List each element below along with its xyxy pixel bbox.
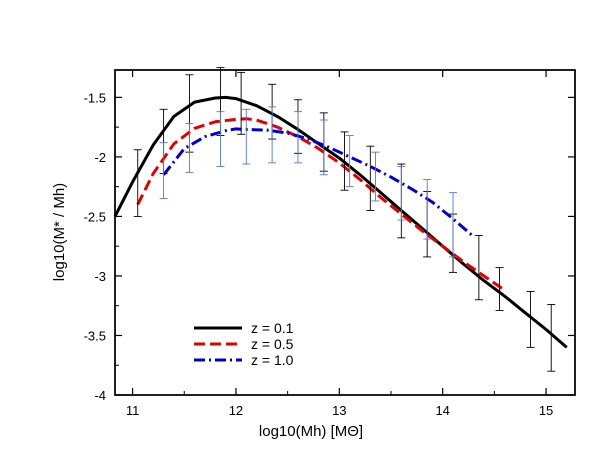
- legend-label-z05: z = 0.5: [251, 336, 294, 352]
- y-tick-label: -4: [94, 388, 106, 403]
- legend: z = 0.1 z = 0.5 z = 1.0: [194, 320, 294, 368]
- tick-layer: 11 12 13 14 15 -4 -3.5 -3 -2.5 -2 -1.5: [84, 70, 575, 418]
- series-line-0: [113, 95, 568, 349]
- error-bar: [495, 267, 504, 311]
- y-tick-label: -2: [94, 150, 106, 165]
- error-bar: [242, 108, 251, 165]
- x-tick-label: 14: [435, 403, 449, 418]
- y-tick-label: -2.5: [84, 209, 106, 224]
- error-bar: [526, 290, 535, 348]
- x-axis-label: log10(Mh) [MΘ]: [259, 423, 363, 440]
- error-bar: [216, 111, 225, 167]
- y-tick-label: -3.5: [84, 328, 106, 343]
- series-line-1: [136, 117, 506, 292]
- error-bar: [474, 235, 483, 301]
- series-line-2: [162, 127, 475, 238]
- error-bar: [345, 135, 354, 188]
- x-tick-label: 12: [229, 403, 243, 418]
- x-tick-label: 11: [126, 403, 140, 418]
- error-bar: [133, 149, 142, 217]
- x-tick-label: 13: [332, 403, 346, 418]
- error-bar: [371, 151, 380, 202]
- error-bar: [237, 71, 246, 135]
- error-bar: [185, 123, 194, 173]
- x-tick-label: 15: [539, 403, 553, 418]
- error-bar: [397, 165, 406, 221]
- series-layer: [113, 95, 568, 349]
- legend-label-z01: z = 0.1: [251, 320, 294, 336]
- plot-area: [114, 69, 576, 396]
- error-bar: [449, 192, 458, 258]
- error-bar: [366, 145, 375, 211]
- error-bar: [159, 142, 168, 200]
- y-axis-label: log10(M* / Mh): [51, 183, 68, 281]
- plot-frame: [114, 69, 576, 396]
- errorbar-layer: [133, 67, 556, 372]
- error-bar: [423, 179, 432, 240]
- legend-label-z10: z = 1.0: [251, 352, 294, 368]
- y-tick-label: -1.5: [84, 90, 106, 105]
- error-bar: [340, 131, 349, 191]
- error-bar: [319, 119, 328, 176]
- error-bar: [268, 106, 277, 164]
- error-bar: [547, 304, 556, 372]
- y-tick-label: -3: [94, 269, 106, 284]
- error-bar: [293, 111, 302, 164]
